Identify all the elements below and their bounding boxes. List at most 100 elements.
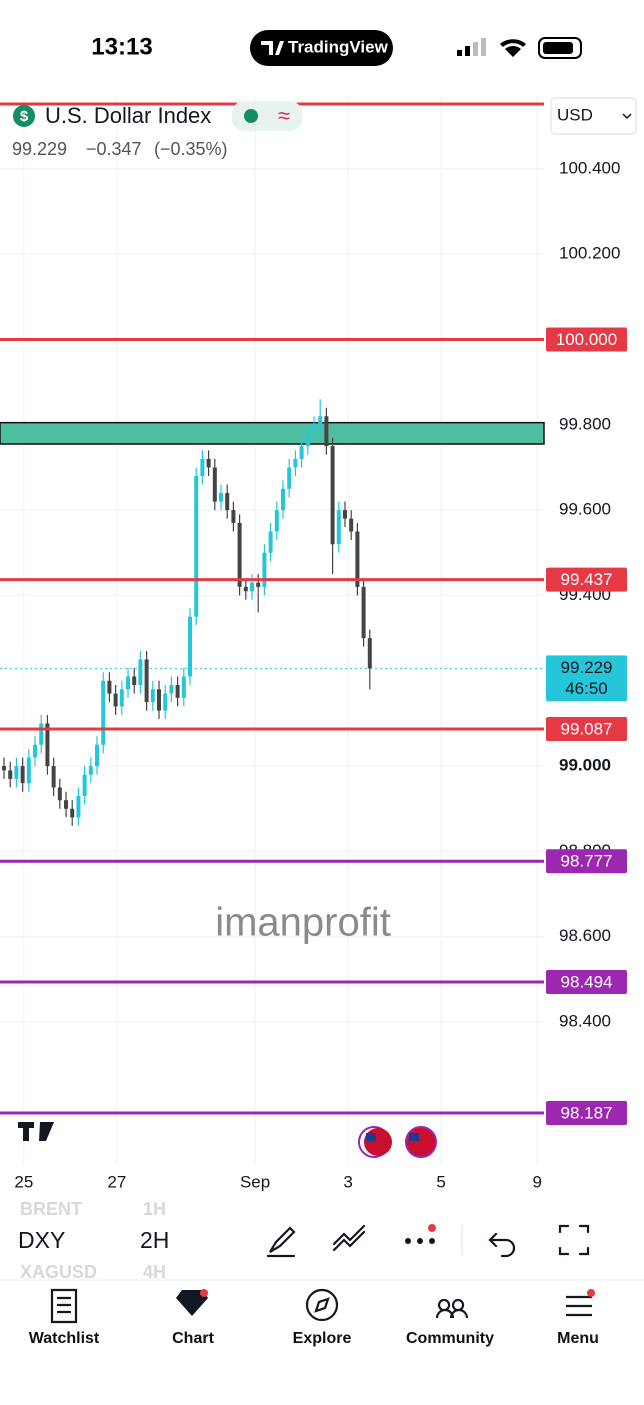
- nav-menu[interactable]: Menu: [557, 1330, 599, 1347]
- tv-logo: [261, 41, 284, 55]
- candle-body: [212, 467, 217, 502]
- candle-body: [175, 685, 180, 698]
- candle-body: [206, 458, 211, 468]
- fullscreen[interactable]: [558, 1224, 590, 1256]
- level-label-box: [546, 716, 627, 741]
- chevron: [622, 113, 632, 120]
- candle-body: [39, 723, 44, 745]
- candle-body: [26, 757, 31, 784]
- candle-body: [126, 676, 131, 690]
- candle-body: [361, 586, 366, 639]
- candle-body: [324, 416, 329, 447]
- event-flags: [358, 1126, 437, 1158]
- candle-body: [237, 522, 242, 587]
- y-tick-label: 98.400: [559, 1012, 611, 1031]
- x-tick-label: Sep: [240, 1172, 270, 1191]
- level-label: 100.000: [556, 330, 617, 349]
- battery-level: [543, 42, 573, 54]
- symbol-next: XAGUSD: [20, 1262, 97, 1282]
- symbol-title[interactable]: U.S. Dollar Index: [45, 103, 211, 128]
- candle-body: [138, 659, 143, 686]
- nav-watchlist[interactable]: Watchlist: [29, 1330, 100, 1347]
- candle-body: [169, 685, 174, 694]
- candle-body: [312, 424, 317, 434]
- level-label: 98.187: [561, 1103, 613, 1122]
- x-tick-label: 3: [343, 1172, 352, 1191]
- draw-tool[interactable]: [266, 1226, 296, 1258]
- candle-body: [330, 446, 335, 545]
- status-time: 13:13: [91, 33, 152, 60]
- last-price-label: 99.229: [561, 658, 613, 677]
- explore-icon[interactable]: [305, 1288, 339, 1322]
- x-tick-label: 27: [107, 1172, 126, 1191]
- level-label-box: [546, 327, 627, 352]
- symbol-prev: BRENT: [20, 1199, 82, 1219]
- candle-body: [113, 693, 118, 707]
- y-tick-label: 100.400: [559, 158, 620, 177]
- candle-body: [132, 676, 137, 686]
- battery-icon: [538, 37, 582, 59]
- currency: USD: [557, 105, 593, 124]
- candle-body: [299, 446, 304, 459]
- candle-body: [76, 795, 81, 818]
- watermark: imanprofit: [215, 901, 391, 945]
- candle-body: [57, 787, 62, 801]
- candle-body: [349, 518, 354, 532]
- candle-body: [8, 770, 13, 779]
- undo[interactable]: [488, 1232, 516, 1258]
- chart: 100.400100.20099.80099.60099.40099.00098…: [0, 95, 627, 1191]
- candle-body: [250, 582, 255, 592]
- y-tick-label: 99.000: [559, 756, 611, 775]
- candle-body: [274, 510, 279, 532]
- nav-explore[interactable]: Explore: [293, 1330, 352, 1347]
- symbol-icon: [13, 105, 35, 127]
- app-name: TradingView: [288, 37, 389, 56]
- interval-prev: 1H: [143, 1199, 166, 1219]
- candle-body: [293, 458, 298, 468]
- candle-body: [51, 766, 56, 788]
- price-change-pct: (−0.35%): [154, 139, 228, 159]
- status-pill[interactable]: [232, 101, 302, 131]
- x-tick-label: 5: [436, 1172, 445, 1191]
- tv-chart-logo: [18, 1122, 54, 1141]
- countdown: 46:50: [565, 679, 608, 698]
- level-label-box: [546, 567, 627, 592]
- nav-chart[interactable]: Chart: [172, 1330, 214, 1347]
- interval[interactable]: 2H: [140, 1227, 169, 1253]
- candle-body: [95, 744, 100, 767]
- candle-body: [243, 586, 248, 592]
- candle-body: [64, 800, 69, 809]
- candle-body: [33, 744, 38, 758]
- candle-body: [150, 689, 155, 703]
- candle-body: [101, 680, 106, 745]
- line-tool[interactable]: [332, 1224, 366, 1252]
- candle-body: [256, 582, 261, 587]
- nav-community[interactable]: Community: [406, 1330, 494, 1347]
- price-change: −0.347: [86, 139, 142, 159]
- symbol[interactable]: DXY: [18, 1227, 65, 1253]
- delay-icon: ≈: [278, 103, 290, 128]
- signal-icon: [457, 38, 486, 56]
- candle-body: [107, 680, 112, 694]
- candle-body: [45, 723, 50, 767]
- watchlist-icon[interactable]: [50, 1288, 78, 1324]
- community-icon[interactable]: [435, 1298, 469, 1319]
- candle-body: [194, 475, 199, 617]
- candle-body: [355, 531, 360, 587]
- candle-body: [119, 689, 124, 707]
- y-tick-label: 99.600: [559, 500, 611, 519]
- candle-body: [188, 616, 193, 677]
- menu-icon[interactable]: [566, 1295, 592, 1317]
- level-label: 99.437: [561, 570, 613, 589]
- more-menu[interactable]: [405, 1238, 435, 1244]
- candle-body: [157, 689, 162, 711]
- chart-icon[interactable]: [176, 1290, 208, 1316]
- candle-body: [225, 493, 230, 511]
- candle-body: [20, 766, 25, 784]
- candle-body: [82, 774, 87, 796]
- candle-body: [231, 510, 236, 523]
- candle-body: [281, 488, 286, 511]
- currency-select[interactable]: [550, 97, 637, 135]
- y-tick-label: 99.800: [559, 414, 611, 433]
- notification-dot: [587, 1289, 595, 1297]
